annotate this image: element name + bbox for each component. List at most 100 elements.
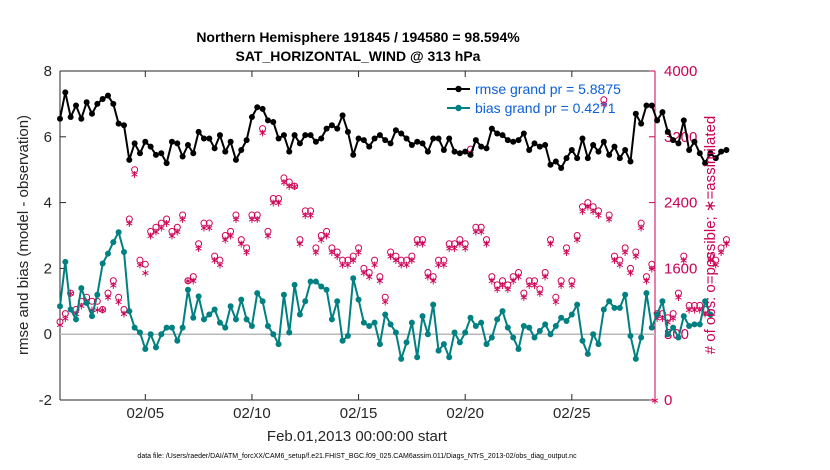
series-point-rmse: [531, 140, 538, 147]
series-point-rmse: [451, 148, 458, 155]
obs-assimilated-point: ∗: [258, 127, 267, 140]
obs-possible-point: [573, 232, 581, 239]
x-axis-label: Feb.01,2013 00:00:00 start: [267, 428, 448, 445]
obs-possible-point: [525, 277, 533, 285]
obs-possible-point: [317, 232, 325, 239]
obs-assimilated-point: ∗: [162, 217, 171, 230]
series-point-bias: [248, 322, 255, 329]
obs-possible-point: [216, 256, 224, 264]
series-point-bias: [435, 347, 442, 354]
obs-possible-point: [312, 244, 320, 252]
obs-possible-point: [483, 236, 491, 244]
series-point-bias: [227, 303, 234, 310]
obs-possible-point: [371, 256, 379, 264]
obs-possible-point: [205, 219, 213, 227]
series-point-rmse: [616, 155, 623, 162]
obs-assimilated-point: ∗: [471, 225, 480, 238]
series-point-rmse: [126, 156, 133, 163]
series-point-rmse: [707, 150, 714, 157]
series-point-rmse: [163, 160, 170, 167]
series-point-bias: [222, 324, 229, 331]
series-point-bias: [456, 339, 463, 346]
obs-possible-point: [232, 211, 240, 219]
obs-assimilated-point: ∗: [551, 295, 560, 308]
obs-possible-point: [323, 227, 331, 235]
series-point-bias: [648, 324, 655, 331]
series-point-rmse: [456, 150, 463, 157]
x-tick-label: 02/20: [446, 405, 484, 422]
series-point-rmse: [499, 132, 506, 139]
x-tick-label: 02/25: [553, 405, 591, 422]
series-point-bias: [168, 324, 175, 331]
obs-assimilated-point: ∗: [631, 250, 640, 263]
obs-possible-point: [642, 273, 650, 281]
obs-assimilated-point: ∗: [343, 258, 352, 271]
series-point-rmse: [590, 142, 597, 149]
obs-assimilated-point: ∗: [599, 98, 608, 111]
series-point-bias: [302, 298, 309, 305]
series-point-bias: [451, 329, 458, 336]
obs-possible-point: [333, 248, 341, 256]
series-point-bias: [355, 296, 362, 303]
x-tick-label: 02/05: [127, 405, 165, 422]
series-point-rmse: [558, 165, 565, 172]
series-point-bias: [67, 306, 74, 313]
obs-assimilated-point: ∗: [151, 225, 160, 238]
obs-assimilated-point: ∗: [706, 254, 715, 267]
series-point-rmse: [627, 158, 634, 165]
series-point-rmse: [195, 128, 202, 135]
obs-possible-point: [531, 277, 539, 285]
obs-assimilated-point: ∗: [333, 250, 342, 263]
series-point-rmse: [430, 135, 437, 142]
series-point-rmse: [387, 140, 394, 147]
series-point-bias: [424, 331, 431, 338]
series-point-rmse: [312, 138, 319, 145]
obs-assimilated-point: ∗: [509, 275, 518, 288]
series-point-rmse: [595, 148, 602, 155]
series-lines: [57, 89, 730, 362]
obs-assimilated-point: ∗: [487, 275, 496, 288]
series-point-rmse: [344, 128, 351, 135]
series-point-rmse: [307, 132, 314, 139]
obs-assimilated-point: ∗: [583, 201, 592, 214]
obs-possible-point: [605, 211, 613, 219]
obs-assimilated-point: ∗: [658, 312, 667, 325]
series-point-rmse: [654, 117, 661, 124]
x-tick-label: 02/15: [340, 405, 378, 422]
obs-assimilated-point: ∗: [306, 209, 315, 222]
series-point-rmse: [99, 95, 106, 102]
series-point-rmse: [536, 143, 543, 150]
obs-assimilated-point: ∗: [295, 238, 304, 251]
obs-assimilated-point: ∗: [365, 271, 374, 284]
series-point-bias: [472, 322, 479, 329]
obs-possible-point: [275, 194, 283, 202]
series-point-bias: [216, 319, 223, 326]
obs-possible-point: [712, 256, 720, 264]
obs-assimilated-point: ∗: [247, 213, 256, 226]
series-point-rmse: [216, 132, 223, 139]
series-point-bias: [403, 339, 410, 346]
series-point-bias: [264, 322, 271, 329]
series-point-bias: [184, 286, 191, 293]
obs-possible-point: [264, 227, 272, 235]
obs-possible-point: [552, 293, 560, 301]
series-point-bias: [584, 350, 591, 357]
y2-axis-label: # of obs: o=possible; ∗=assimilated: [702, 116, 719, 355]
obs-assimilated-point: ∗: [514, 271, 523, 284]
y-tick-label: 6: [44, 129, 52, 146]
y-tick-label: 0: [44, 326, 52, 343]
series-point-bias: [680, 313, 687, 320]
obs-assimilated-point: ∗: [503, 283, 512, 296]
obs-possible-point: [301, 207, 309, 215]
series-point-bias: [488, 334, 495, 341]
series-point-bias: [158, 331, 165, 338]
series-point-rmse: [296, 140, 303, 147]
series-point-rmse: [611, 143, 618, 150]
obs-assimilated-point: ∗: [109, 279, 118, 292]
obs-assimilated-point: ∗: [397, 258, 406, 271]
obs-possible-point: [584, 199, 592, 207]
obs-possible-point: [632, 248, 640, 256]
series-point-bias: [691, 321, 698, 328]
series-point-rmse: [691, 138, 698, 145]
